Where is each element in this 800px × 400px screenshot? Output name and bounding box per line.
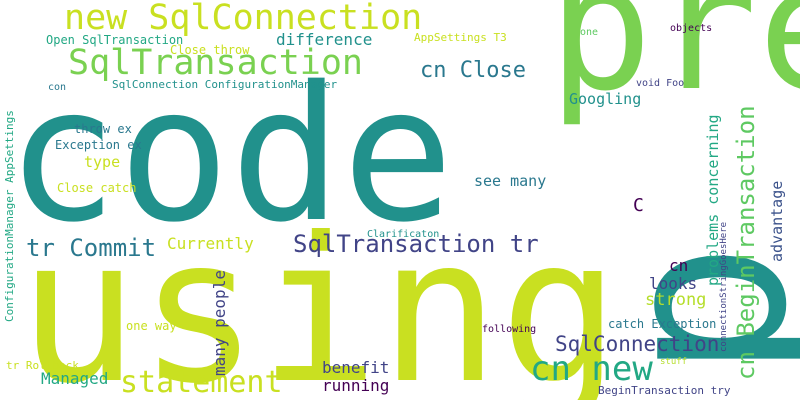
word-managed: Managed <box>41 371 108 387</box>
word-see-many: see many <box>474 174 546 189</box>
word-throw-ex: throw ex <box>74 123 132 135</box>
word-objects: objects <box>670 24 712 34</box>
word-con: con <box>48 83 66 93</box>
word-many-people: many people <box>212 270 228 376</box>
word-close-catch: Close catch <box>57 182 136 194</box>
word-running: running <box>322 378 389 394</box>
word-sqlconnection-configurationmanager: SqlConnection ConfigurationManager <box>112 79 337 90</box>
word-appsettings-t3: AppSettings T3 <box>414 32 507 43</box>
word-stuff: stuff <box>660 358 687 367</box>
word-strong: strong <box>645 292 706 309</box>
word-currently: Currently <box>167 236 254 252</box>
word-googling: Googling <box>569 92 641 107</box>
word-exception-ex: Exception ex <box>55 139 142 151</box>
word-following: following <box>482 325 536 335</box>
word-benefit: benefit <box>322 360 389 376</box>
word-cn-close: cn Close <box>420 60 526 82</box>
word-type: type <box>84 155 120 170</box>
word-cn-begintransaction: cn BeginTransaction <box>734 105 758 380</box>
word-configurationmanager-appsettings: ConfigurationManager AppSettings <box>4 110 15 322</box>
word-one: one <box>580 28 598 38</box>
word-c: C <box>633 197 644 215</box>
word-one-way: one way <box>126 320 177 332</box>
word-void-foo: void Foo <box>636 79 684 89</box>
word-begintransaction-try: BeginTransaction try <box>598 385 730 396</box>
word-clarificaton: Clarificaton <box>367 230 439 240</box>
word-difference: difference <box>276 32 372 48</box>
word-cn: cn <box>669 258 688 274</box>
word-tr-commit: tr Commit <box>26 236 156 260</box>
word-catch-exception: catch Exception <box>608 318 716 330</box>
word-close-throw: Close throw <box>170 44 249 56</box>
word-connectionstringgoeshere: connectionStringGoesHere <box>720 222 729 352</box>
word-open-sqltransaction: Open SqlTransaction <box>46 34 183 46</box>
word-advantage: advantage <box>770 181 785 262</box>
word-looks: looks <box>649 276 697 292</box>
word-tr-rollback: tr Rollback <box>6 360 79 371</box>
word-cn-new: cn new <box>530 352 653 386</box>
word-sqlconnection: SqlConnection <box>555 334 719 355</box>
word-statement: statement <box>120 368 283 398</box>
